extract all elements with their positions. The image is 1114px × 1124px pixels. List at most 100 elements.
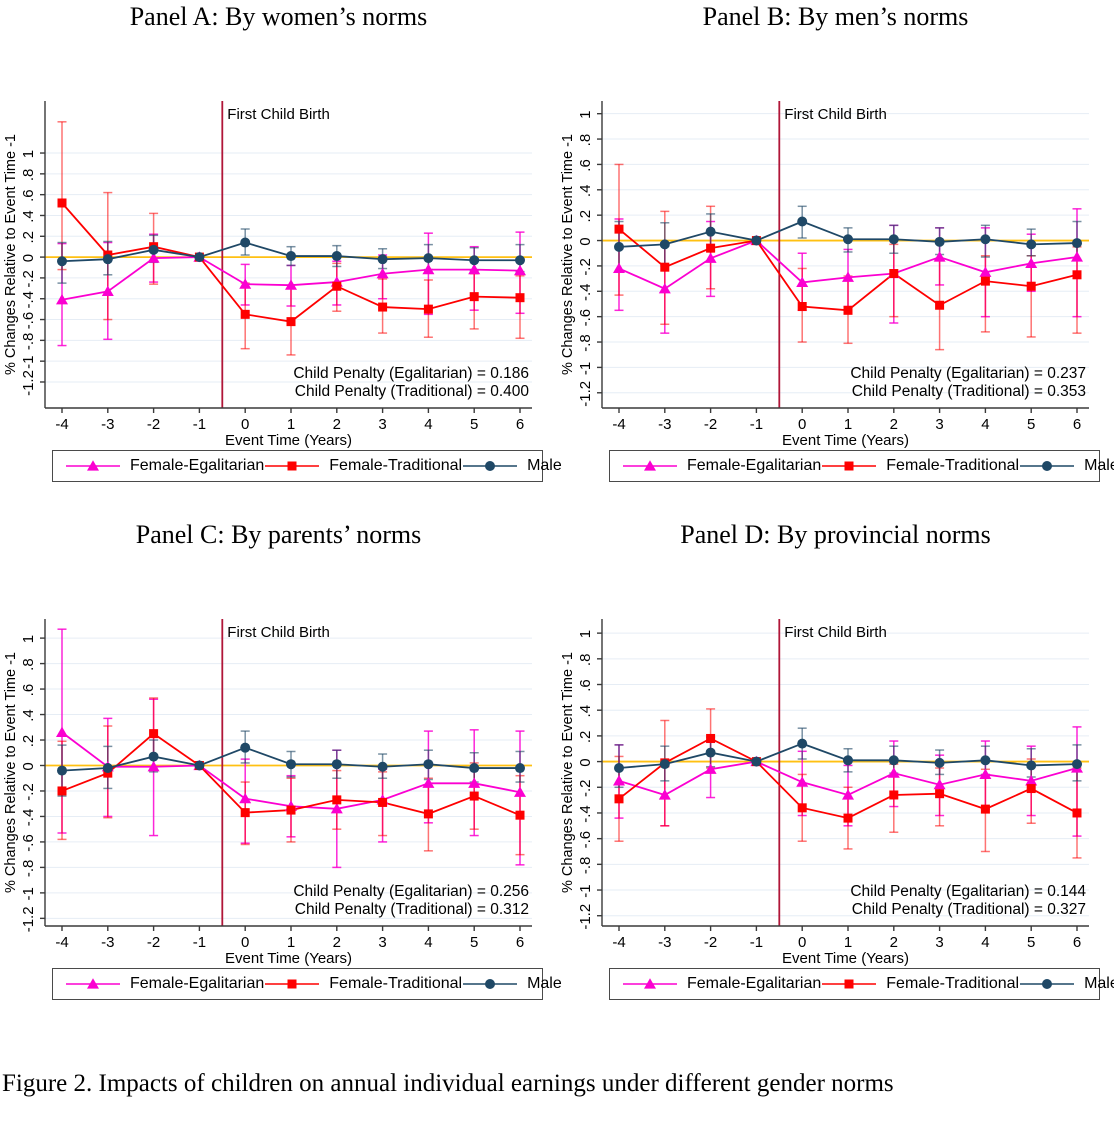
x-tick-label: 4: [981, 416, 989, 433]
y-tick-label: 0: [577, 237, 594, 245]
y-tick-label: -1.2: [577, 904, 594, 930]
legend-item-male: Male: [462, 975, 562, 993]
event-study-plot-c: First Child Birth Child Penalty (Egalitar…: [3, 619, 532, 967]
legend-label: Male: [1084, 975, 1114, 992]
y-tick-label: -1.2: [20, 906, 37, 932]
x-tick-label: -3: [101, 416, 114, 433]
legend-label: Male: [527, 975, 562, 992]
y-tick-label: -.8: [577, 857, 594, 875]
x-tick-label: 4: [981, 934, 989, 951]
y-tick-label: .4: [577, 705, 594, 718]
y-tick-label: .8: [20, 658, 37, 671]
legend-item-male: Male: [1019, 975, 1114, 993]
x-tick-label: -1: [193, 934, 206, 951]
x-tick-label: -2: [704, 416, 717, 433]
x-tick-label: 2: [333, 934, 341, 951]
y-tick-label: -.8: [20, 333, 37, 351]
x-tick-label: -4: [55, 934, 68, 951]
x-tick-label: 2: [890, 416, 898, 433]
y-tick-label: 0: [577, 758, 594, 766]
child-penalty-egalitarian: Child Penalty (Egalitarian) = 0.186: [293, 365, 529, 382]
y-tick-label: .4: [577, 185, 594, 198]
x-tick-label: 1: [844, 934, 852, 951]
x-tick-label: -4: [55, 416, 68, 433]
x-tick-label: 1: [844, 416, 852, 433]
panel-c: First Child Birth Child Penalty (Egalitar…: [0, 518, 562, 1018]
x-tick-label: -2: [147, 416, 160, 433]
y-axis-title: % Changes Relative to Event Time -1: [560, 652, 576, 893]
square-line-icon: [822, 979, 877, 989]
y-tick-label: -.4: [577, 284, 594, 302]
x-tick-label: 3: [378, 416, 386, 433]
event-study-plot-a: First Child Birth Child Penalty (Egalitar…: [3, 101, 532, 449]
y-tick-label: -.4: [577, 805, 594, 823]
x-tick-label: 0: [241, 416, 249, 433]
panel-a: First Child Birth Child Penalty (Egalitar…: [0, 0, 562, 500]
x-tick-label: 0: [241, 934, 249, 951]
x-tick-label: 2: [890, 934, 898, 951]
x-tick-label: 3: [935, 934, 943, 951]
panel-a-title: Panel A: By women’s norms: [129, 2, 428, 31]
circle-line-icon: [463, 979, 518, 989]
legend-label: Female-Egalitarian: [130, 975, 265, 992]
legend-item-female-egalitarian: Female-Egalitarian: [65, 975, 264, 993]
x-axis-title: Event Time (Years): [225, 950, 352, 967]
legend-item-male: Male: [1019, 457, 1114, 475]
y-tick-label: -1: [577, 884, 594, 897]
y-tick-label: .2: [577, 731, 594, 744]
legend-d: Female-Egalitarian Female-Traditional Male: [609, 968, 1114, 1000]
legend-item-female-egalitarian: Female-Egalitarian: [65, 457, 264, 475]
panel-d-title: Panel D: By provincial norms: [680, 520, 991, 549]
panel-d: First Child Birth Child Penalty (Egalitar…: [557, 518, 1114, 1018]
x-tick-label: 3: [935, 416, 943, 433]
legend-label: Female-Traditional: [329, 457, 463, 474]
x-tick-label: -3: [101, 934, 114, 951]
legend-item-female-egalitarian: Female-Egalitarian: [622, 457, 821, 475]
x-tick-label: -3: [658, 416, 671, 433]
triangle-line-icon: [66, 460, 120, 471]
x-tick-label: -1: [750, 934, 763, 951]
legend-item-female-traditional: Female-Traditional: [821, 457, 1019, 475]
x-tick-label: 6: [1073, 934, 1081, 951]
y-axis-title: % Changes Relative to Event Time -1: [3, 134, 19, 375]
y-tick-label: .6: [577, 159, 594, 172]
y-tick-label: -.4: [20, 291, 37, 309]
legend-label: Male: [1084, 457, 1114, 474]
legend-label: Female-Egalitarian: [130, 457, 265, 474]
event-study-plot-d: First Child Birth Child Penalty (Egalitar…: [560, 619, 1089, 967]
y-tick-label: -.2: [20, 270, 37, 288]
y-axis-title: % Changes Relative to Event Time -1: [3, 652, 19, 893]
child-penalty-traditional: Child Penalty (Traditional) = 0.312: [295, 901, 529, 918]
legend-b: Female-Egalitarian Female-Traditional Male: [609, 450, 1114, 482]
x-tick-label: 1: [287, 934, 295, 951]
triangle-line-icon: [623, 978, 677, 989]
y-tick-label: .2: [20, 735, 37, 748]
event-study-plot-b: First Child Birth Child Penalty (Egalitar…: [560, 101, 1089, 449]
x-axis-title: Event Time (Years): [225, 432, 352, 449]
y-tick-label: -.6: [20, 834, 37, 852]
x-tick-label: -4: [612, 416, 625, 433]
y-tick-label: -1: [20, 887, 37, 900]
triangle-line-icon: [623, 460, 677, 471]
square-line-icon: [265, 979, 320, 989]
circle-line-icon: [1020, 461, 1075, 471]
y-tick-label: -.8: [577, 334, 594, 352]
figure-caption: Figure 2. Impacts of children on annual …: [2, 1070, 894, 1097]
y-tick-label: .4: [20, 210, 37, 223]
x-tick-label: -2: [704, 934, 717, 951]
x-tick-label: -3: [658, 934, 671, 951]
y-tick-label: .8: [20, 169, 37, 182]
child-penalty-egalitarian: Child Penalty (Egalitarian) = 0.256: [293, 883, 529, 900]
x-tick-label: 5: [1027, 934, 1035, 951]
legend-item-male: Male: [462, 457, 562, 475]
y-tick-label: -1: [20, 355, 37, 368]
x-tick-label: 6: [516, 416, 524, 433]
legend-item-female-egalitarian: Female-Egalitarian: [622, 975, 821, 993]
panel-b: First Child Birth Child Penalty (Egalitar…: [557, 0, 1114, 500]
x-tick-label: 6: [1073, 416, 1081, 433]
child-penalty-egalitarian: Child Penalty (Egalitarian) = 0.237: [850, 365, 1086, 382]
x-tick-label: -1: [750, 416, 763, 433]
y-tick-label: -.6: [577, 831, 594, 849]
x-axis-title: Event Time (Years): [782, 432, 909, 449]
